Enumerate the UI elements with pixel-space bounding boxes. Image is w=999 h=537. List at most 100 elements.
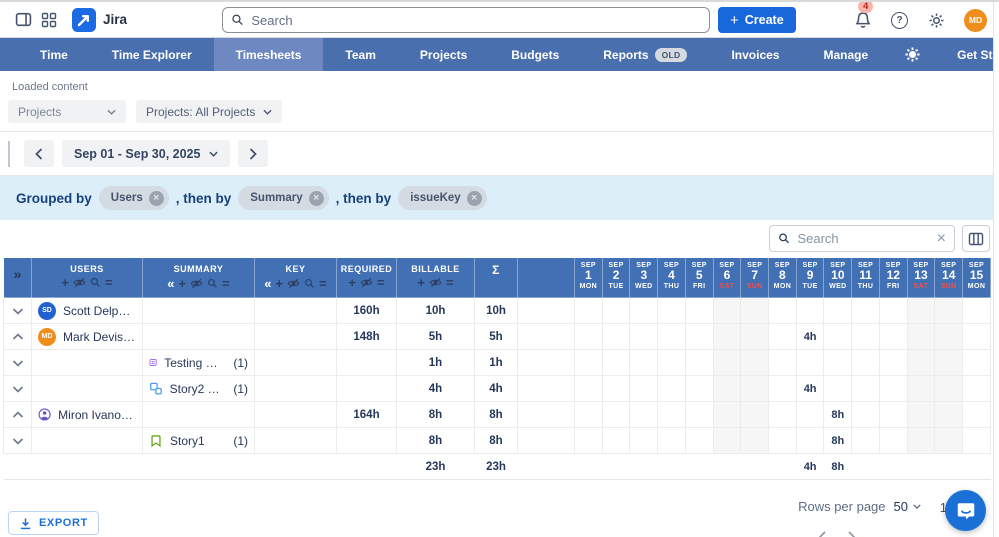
cell-day-8[interactable] — [768, 323, 797, 350]
collapse-column-icon[interactable]: « — [167, 276, 175, 291]
collapse-column-icon[interactable]: « — [264, 276, 272, 291]
day-column-header[interactable]: SEP 10 WED — [823, 257, 853, 298]
projects-filter-dropdown[interactable]: Projects: All Projects — [136, 100, 283, 123]
cell-day-4[interactable] — [657, 323, 686, 350]
next-page-button[interactable] — [845, 529, 858, 537]
table-search-input[interactable] — [797, 231, 937, 246]
nav-get-started[interactable]: Get Started — [957, 47, 999, 62]
export-button[interactable]: EXPORT — [8, 511, 99, 535]
cell-day-8[interactable] — [768, 375, 797, 402]
help-icon[interactable]: ? — [891, 11, 908, 29]
column-header-sum[interactable]: Σ — [474, 257, 518, 298]
previous-period-button[interactable] — [24, 140, 54, 167]
cell-day-15[interactable] — [962, 375, 991, 402]
issue-summary[interactable]: Testing default op… — [164, 355, 223, 370]
sort-lines-icon[interactable]: = — [377, 275, 385, 290]
cell-day-5[interactable] — [684, 427, 714, 454]
chat-widget-button[interactable] — [945, 490, 986, 531]
cell-day-2[interactable] — [601, 427, 631, 454]
eye-off-icon[interactable] — [287, 277, 300, 290]
sidebar-toggle-icon[interactable] — [10, 7, 36, 33]
sort-lines-icon[interactable]: = — [222, 276, 230, 291]
cell-day-6[interactable] — [712, 297, 742, 324]
remove-chip-icon[interactable]: × — [466, 190, 482, 206]
cell-day-7[interactable] — [740, 297, 770, 324]
tab-time-explorer[interactable]: Time Explorer — [111, 47, 192, 62]
app-switcher-icon[interactable] — [36, 7, 62, 33]
search-icon[interactable] — [90, 277, 101, 288]
add-icon[interactable]: + — [275, 276, 284, 291]
cell-day-12[interactable] — [878, 401, 908, 428]
user-name[interactable]: Miron Ivano _Ti… (1) — [58, 407, 136, 422]
cell-day-10[interactable] — [823, 323, 853, 350]
cell-day-13[interactable] — [906, 375, 936, 402]
row-expander[interactable] — [3, 427, 32, 454]
cell-day-5[interactable] — [684, 375, 714, 402]
tab-team[interactable]: Team — [345, 47, 376, 62]
cell-day-13[interactable] — [906, 349, 936, 376]
cell-day-9[interactable]: 4h — [795, 323, 825, 350]
cell-day-13[interactable] — [906, 401, 936, 428]
cell-day-8[interactable] — [768, 427, 797, 454]
cell-day-3[interactable] — [629, 375, 659, 402]
cell-day-4[interactable] — [657, 297, 686, 324]
cell-day-13[interactable] — [906, 427, 936, 454]
sort-lines-icon[interactable]: = — [105, 275, 113, 290]
cell-day-4[interactable] — [657, 401, 686, 428]
day-column-header[interactable]: SEP 5 FRI — [684, 257, 714, 298]
add-icon[interactable]: + — [348, 275, 356, 290]
column-header-key[interactable]: KEY «+ = — [254, 257, 337, 298]
cell-day-13[interactable] — [906, 297, 936, 324]
add-icon[interactable]: + — [61, 275, 69, 290]
cell-day-12[interactable] — [878, 323, 908, 350]
cell-day-8[interactable] — [768, 349, 797, 376]
day-column-header[interactable]: SEP 11 THU — [851, 257, 880, 298]
add-icon[interactable]: + — [417, 275, 425, 290]
cell-day-11[interactable] — [851, 427, 880, 454]
cell-day-6[interactable] — [712, 401, 742, 428]
cell-day-1[interactable] — [574, 375, 603, 402]
user-name[interactable]: Mark Devis(2) — [63, 329, 136, 344]
cell-day-4[interactable] — [657, 375, 686, 402]
add-icon[interactable]: + — [178, 276, 187, 291]
cell-day-1[interactable] — [574, 323, 603, 350]
day-column-header[interactable]: SEP 3 WED — [629, 257, 659, 298]
cell-day-9[interactable] — [795, 427, 825, 454]
cell-day-3[interactable] — [629, 323, 659, 350]
cell-day-9[interactable]: 4h — [795, 375, 825, 402]
day-column-header[interactable]: SEP 4 THU — [657, 257, 686, 298]
cell-day-4[interactable] — [657, 427, 686, 454]
global-search-box[interactable] — [222, 7, 710, 33]
cell-day-3[interactable] — [629, 297, 659, 324]
user-name[interactable]: Scott Delph(3) — [63, 303, 136, 318]
cell-day-11[interactable] — [851, 401, 880, 428]
cell-day-1[interactable] — [574, 349, 603, 376]
cell-day-5[interactable] — [684, 297, 714, 324]
tab-invoices[interactable]: Invoices — [731, 47, 780, 62]
scope-dropdown[interactable]: Projects — [8, 100, 126, 123]
jira-logo-icon[interactable] — [72, 7, 96, 32]
cell-day-15[interactable] — [962, 349, 991, 376]
column-header-billable[interactable]: BILLABLE + = — [396, 257, 475, 298]
remove-chip-icon[interactable]: × — [148, 190, 164, 206]
column-header-required[interactable]: REQUIRED + = — [336, 257, 397, 298]
sort-lines-icon[interactable]: = — [319, 276, 327, 291]
day-column-header[interactable]: SEP 15 MON — [962, 257, 991, 298]
cell-day-2[interactable] — [601, 401, 631, 428]
cell-day-1[interactable] — [574, 401, 603, 428]
cell-day-10[interactable]: 8h — [823, 401, 853, 428]
cell-day-13[interactable] — [906, 323, 936, 350]
cell-day-6[interactable] — [712, 375, 742, 402]
nav-settings-gear-icon[interactable] — [890, 38, 935, 71]
tab-reports[interactable]: Reports OLD — [581, 38, 709, 71]
cell-day-14[interactable] — [934, 427, 964, 454]
day-column-header[interactable]: SEP 9 TUE — [795, 257, 825, 298]
cell-day-11[interactable] — [851, 375, 880, 402]
cell-day-7[interactable] — [740, 323, 770, 350]
row-expander[interactable] — [3, 349, 32, 376]
cell-day-6[interactable] — [712, 323, 742, 350]
cell-day-1[interactable] — [574, 297, 603, 324]
cell-day-4[interactable] — [657, 349, 686, 376]
cell-day-12[interactable] — [878, 427, 908, 454]
settings-gear-icon[interactable] — [923, 7, 949, 33]
